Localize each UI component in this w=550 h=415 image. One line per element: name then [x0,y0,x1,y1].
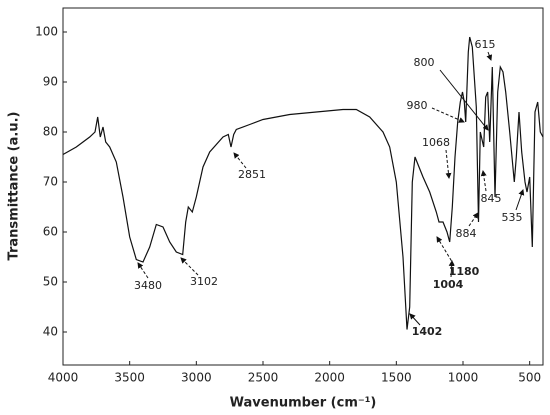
annotation-arrow [437,237,454,265]
x-tick-label: 1500 [381,371,412,385]
annotation: 800 [414,56,435,69]
x-axis-label: Wavenumber (cm⁻¹) [230,396,377,411]
x-tick-label: 2000 [314,371,345,385]
annotation: 845 [481,192,502,205]
annotation: 3480 [134,279,162,292]
annotation-arrow [234,153,246,168]
annotation: 1402 [412,325,443,338]
y-tick-label: 60 [43,225,58,239]
y-axis-label: Transmittance (a.u.) [7,112,22,261]
plot-frame [63,8,543,365]
annotation-arrow [440,70,488,130]
y-tick-label: 80 [43,125,58,139]
annotation-arrow [181,258,198,275]
y-tick-label: 40 [43,325,58,339]
annotation: 615 [475,38,496,51]
x-tick-label: 1000 [448,371,479,385]
annotation-arrow [446,150,449,178]
y-tick-label: 70 [43,175,58,189]
annotation: 3102 [190,275,218,288]
x-tick-label: 3000 [181,371,212,385]
annotation: 884 [456,227,477,240]
annotation: 980 [407,99,428,112]
annotation: 1068 [422,136,450,149]
annotation-arrow [469,213,478,226]
annotation: 1004 [433,278,464,291]
x-tick-label: 500 [518,371,541,385]
annotation: 1180 [449,265,480,278]
annotation: 2851 [238,168,266,181]
chart: Wavenumber (cm⁻¹) Transmittance (a.u.) 4… [0,0,550,415]
y-tick-label: 50 [43,275,58,289]
annotation-arrow [138,263,148,278]
y-tick-label: 100 [35,25,58,39]
annotation: 535 [502,211,523,224]
annotation-arrow [483,171,486,191]
x-tick-label: 4000 [48,371,79,385]
annotation-arrow [488,52,491,60]
annotation-arrow [410,314,420,325]
x-tick-label: 2500 [248,371,279,385]
x-tick-label: 3500 [114,371,145,385]
annotation-arrow [516,190,523,210]
y-tick-label: 90 [43,75,58,89]
